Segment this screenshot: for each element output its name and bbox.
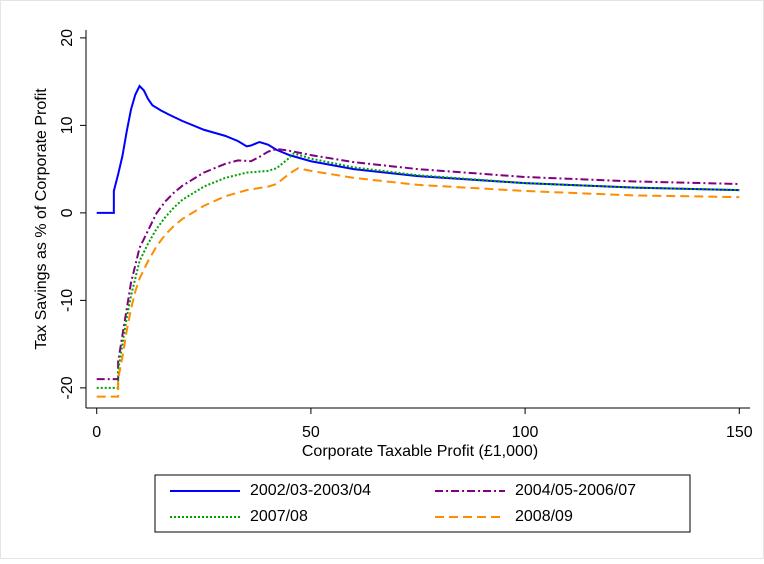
- legend-label: 2002/03-2003/04: [250, 482, 371, 499]
- x-tick-label: 150: [726, 424, 753, 441]
- y-tick-label: 0: [59, 208, 76, 217]
- series-line: [96, 147, 740, 381]
- x-tick-label: 50: [302, 424, 320, 441]
- y-tick-label: -20: [59, 376, 76, 399]
- y-tick-label: 20: [59, 29, 76, 47]
- series-line: [96, 167, 740, 398]
- x-tick-label: 0: [92, 424, 101, 441]
- legend-box: [154, 474, 691, 533]
- y-tick-label: -10: [59, 289, 76, 312]
- legend-label: 2007/08: [250, 508, 308, 525]
- legend-label: 2008/09: [515, 508, 573, 525]
- y-tick-label: 10: [59, 116, 76, 134]
- series-line: [96, 84, 740, 214]
- x-axis-title: Corporate Taxable Profit (£1,000): [302, 443, 538, 460]
- legend-label: 2004/05-2006/07: [515, 482, 636, 499]
- y-axis-title: Tax Savings as % of Corporate Profit: [33, 88, 50, 350]
- x-tick-label: 100: [512, 424, 539, 441]
